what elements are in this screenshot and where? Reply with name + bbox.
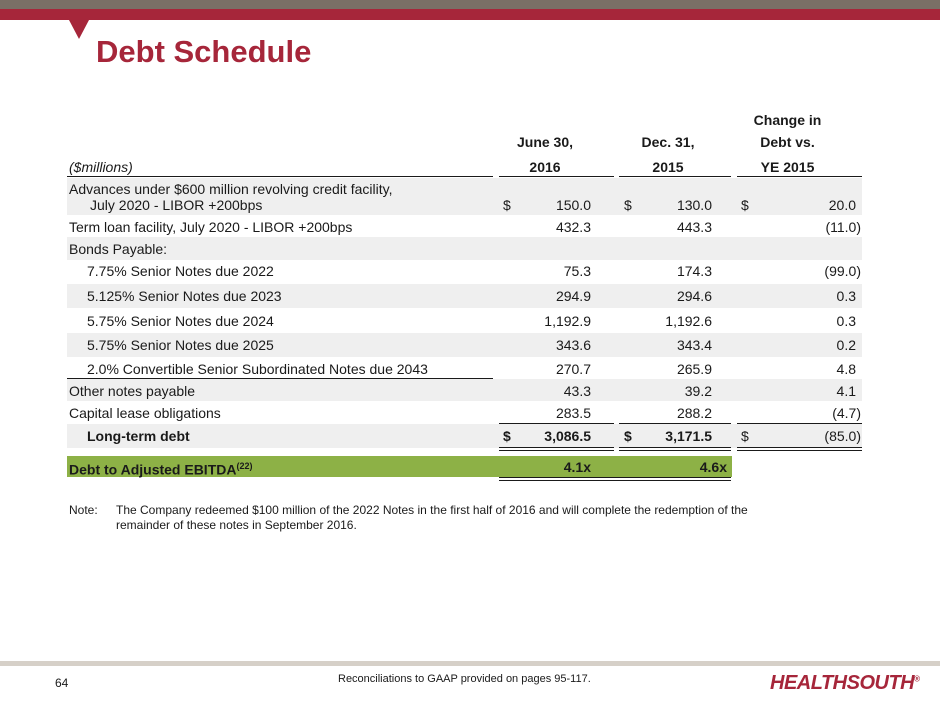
value-change: (99.0) (824, 263, 861, 279)
footer-band (0, 661, 940, 666)
col2-header-line2: Dec. 31, (641, 134, 695, 150)
value-dec-2015: 130.0 (676, 197, 712, 213)
ebitda-highlight-bar (67, 456, 732, 477)
value-change: (85.0) (824, 428, 861, 444)
table-row (67, 178, 862, 215)
col1-header-line2: June 30, (516, 134, 574, 150)
header-rule-col2 (619, 176, 731, 177)
currency-symbol: $ (624, 197, 632, 213)
company-logo: HEALTHSOUTH® (770, 672, 920, 694)
header-rule-col1 (499, 176, 614, 177)
value-change: 0.2 (836, 337, 856, 353)
currency-symbol: $ (503, 197, 511, 213)
table-row-total (67, 424, 862, 448)
header-rule-col3 (737, 176, 862, 177)
value-june-2016: 3,086.5 (544, 428, 591, 444)
value-june-2016: 43.3 (563, 383, 591, 399)
total-rule-col1 (499, 423, 614, 424)
value-june-2016: 1,192.9 (544, 313, 591, 329)
col2-header-line3: 2015 (652, 159, 684, 175)
note-prefix: Note: (69, 503, 98, 517)
ebitda-label: Debt to Adjusted EBITDA(22) (69, 461, 253, 478)
row-label: Advances under $600 million revolving cr… (69, 181, 393, 197)
subtotal-rule-label (67, 378, 493, 379)
row-label: 7.75% Senior Notes due 2022 (87, 263, 274, 279)
col3-header-line3: YE 2015 (760, 159, 815, 175)
col3-header-line1: Change in (753, 112, 822, 128)
ebitda-dec-2015: 4.6x (699, 459, 727, 475)
value-june-2016: 343.6 (555, 337, 591, 353)
value-change: 0.3 (836, 288, 856, 304)
value-change: 4.1 (836, 383, 856, 399)
value-june-2016: 150.0 (555, 197, 591, 213)
value-dec-2015: 294.6 (676, 288, 712, 304)
table-row (67, 284, 862, 308)
col3-header-line2: Debt vs. (760, 134, 815, 150)
total-rule-col3 (737, 423, 862, 424)
total-rule-col2 (619, 423, 731, 424)
row-label: 5.125% Senior Notes due 2023 (87, 288, 282, 304)
double-rule-col1-a (499, 447, 614, 448)
value-dec-2015: 3,171.5 (665, 428, 712, 444)
double-rule-col2-a (619, 447, 731, 448)
page-title: Debt Schedule (96, 34, 312, 69)
double-rule-col1-b (499, 450, 614, 451)
units-label: ($millions) (69, 159, 133, 175)
value-june-2016: 270.7 (555, 361, 591, 377)
title-marker-triangle (69, 20, 89, 39)
note-text-line2: remainder of these notes in September 20… (116, 518, 357, 532)
table-row (67, 379, 862, 401)
currency-symbol: $ (741, 428, 749, 444)
ebitda-rule-a (499, 477, 731, 478)
row-label: Term loan facility, July 2020 - LIBOR +2… (69, 219, 353, 235)
ebitda-rule-b (499, 480, 731, 481)
row-label: Capital lease obligations (69, 405, 221, 421)
value-dec-2015: 343.4 (676, 337, 712, 353)
row-label: Other notes payable (69, 383, 196, 399)
value-dec-2015: 265.9 (676, 361, 712, 377)
value-dec-2015: 288.2 (676, 405, 712, 421)
value-dec-2015: 443.3 (676, 219, 712, 235)
double-rule-col3-a (737, 447, 862, 448)
value-change: 4.8 (836, 361, 856, 377)
table-row (67, 333, 862, 357)
footer-note: Reconciliations to GAAP provided on page… (338, 673, 591, 685)
row-label: 2.0% Convertible Senior Subordinated Not… (87, 361, 428, 377)
currency-symbol: $ (503, 428, 511, 444)
value-june-2016: 75.3 (563, 263, 591, 279)
row-label: 5.75% Senior Notes due 2025 (87, 337, 274, 353)
value-june-2016: 283.5 (555, 405, 591, 421)
note-text-line1: The Company redeemed $100 million of the… (116, 503, 748, 517)
top-band-gray (0, 0, 940, 9)
currency-symbol: $ (624, 428, 632, 444)
double-rule-col3-b (737, 450, 862, 451)
value-dec-2015: 1,192.6 (665, 313, 712, 329)
double-rule-col2-b (619, 450, 731, 451)
value-dec-2015: 39.2 (684, 383, 712, 399)
row-label: Bonds Payable: (69, 241, 168, 257)
ebitda-footnote-ref: (22) (236, 461, 253, 471)
value-change: 20.0 (828, 197, 856, 213)
row-label-total: Long-term debt (87, 428, 190, 444)
value-june-2016: 432.3 (555, 219, 591, 235)
ebitda-june-2016: 4.1x (563, 459, 591, 475)
table-row (67, 237, 862, 260)
value-change: 0.3 (836, 313, 856, 329)
value-change: (11.0) (825, 219, 861, 235)
value-change: (4.7) (832, 405, 861, 421)
row-label-cont: July 2020 - LIBOR +200bps (90, 197, 263, 213)
currency-symbol: $ (741, 197, 749, 213)
col1-header-line3: 2016 (529, 159, 561, 175)
value-dec-2015: 174.3 (676, 263, 712, 279)
header-rule-label (67, 176, 493, 177)
page-number: 64 (55, 676, 69, 690)
value-june-2016: 294.9 (555, 288, 591, 304)
top-band-red (0, 9, 940, 20)
row-label: 5.75% Senior Notes due 2024 (87, 313, 274, 329)
